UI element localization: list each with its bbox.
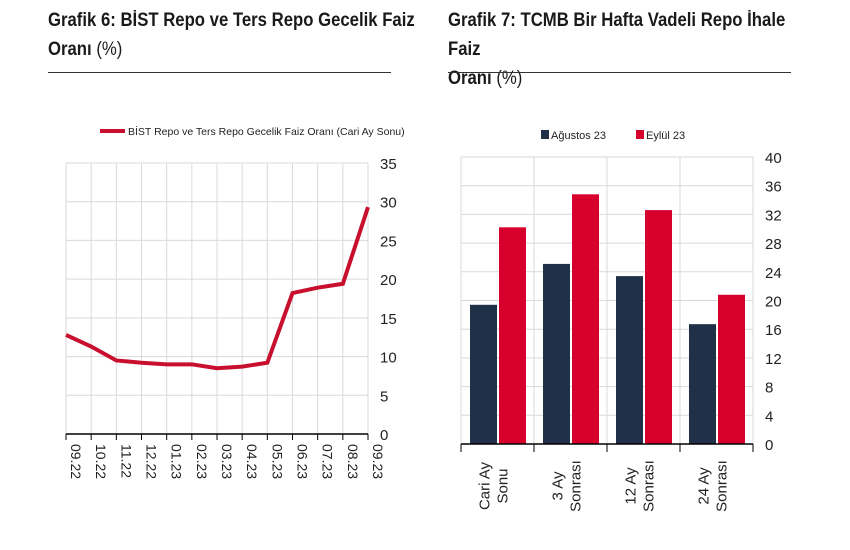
x-tick-label: 3 Ay bbox=[550, 471, 567, 500]
y-tick-label: 24 bbox=[765, 265, 782, 282]
bar-agustos bbox=[470, 304, 497, 444]
y-tick-label: 4 bbox=[765, 408, 773, 425]
y-tick-label: 5 bbox=[380, 388, 388, 405]
chart1-title-rule bbox=[48, 72, 391, 73]
x-tick-label: 01.23 bbox=[169, 444, 185, 479]
bar-eylul bbox=[645, 210, 672, 444]
chart2-title-rule bbox=[448, 72, 791, 73]
y-tick-label: 30 bbox=[380, 195, 397, 212]
y-tick-label: 28 bbox=[765, 236, 782, 253]
x-tick-label: 08.23 bbox=[345, 444, 361, 479]
y-tick-label: 35 bbox=[380, 156, 397, 173]
y-tick-label: 20 bbox=[765, 294, 782, 311]
bar-agustos bbox=[689, 324, 716, 444]
legend-label: Ağustos 23 bbox=[551, 130, 606, 142]
x-tick-label: Sonrası bbox=[568, 460, 585, 512]
y-tick-label: 40 bbox=[765, 150, 782, 167]
bar-agustos bbox=[616, 276, 643, 444]
x-tick-label: 03.23 bbox=[219, 444, 235, 479]
x-tick-label: Cari Ay bbox=[477, 461, 494, 510]
y-tick-label: 32 bbox=[765, 207, 782, 224]
y-tick-label: 10 bbox=[380, 350, 397, 367]
chart1-title: Grafik 6: BİST Repo ve Ters Repo Gecelik… bbox=[48, 10, 415, 60]
x-tick-label: 10.22 bbox=[93, 444, 109, 479]
y-tick-label: 8 bbox=[765, 380, 773, 397]
x-tick-label: 09.23 bbox=[370, 444, 386, 479]
y-tick-label: 0 bbox=[380, 427, 388, 444]
x-tick-label: Sonrası bbox=[641, 460, 658, 512]
legend-label: Eylül 23 bbox=[646, 130, 685, 142]
x-tick-label: 12.22 bbox=[144, 444, 160, 479]
x-tick-label: 02.23 bbox=[194, 444, 210, 479]
legend-swatch bbox=[541, 130, 549, 139]
x-tick-label: Sonrası bbox=[714, 460, 731, 512]
x-tick-label: 06.23 bbox=[295, 444, 311, 479]
y-tick-label: 12 bbox=[765, 351, 782, 368]
legend-label: BİST Repo ve Ters Repo Gecelik Faiz Oran… bbox=[128, 125, 405, 138]
bar-eylul bbox=[718, 294, 745, 444]
chart2-title: Grafik 7: TCMB Bir Hafta Vadeli Repo İha… bbox=[448, 10, 786, 89]
x-tick-label: 05.23 bbox=[269, 444, 285, 479]
bar-eylul bbox=[572, 194, 599, 444]
x-tick-label: 07.23 bbox=[320, 444, 336, 479]
bar-eylul bbox=[499, 227, 526, 444]
x-tick-label: 12 Ay bbox=[623, 467, 640, 505]
y-tick-label: 20 bbox=[380, 272, 397, 289]
x-tick-label: 24 Ay bbox=[696, 467, 713, 505]
x-tick-label: 11.22 bbox=[118, 444, 134, 478]
bar-agustos bbox=[543, 263, 570, 444]
x-tick-label: Sonu bbox=[495, 468, 512, 503]
x-tick-label: 09.22 bbox=[68, 444, 84, 479]
y-tick-label: 25 bbox=[380, 233, 397, 250]
x-tick-label: 04.23 bbox=[244, 444, 260, 479]
legend-swatch bbox=[636, 130, 644, 139]
y-tick-label: 36 bbox=[765, 179, 782, 196]
y-tick-label: 15 bbox=[380, 311, 397, 328]
y-tick-label: 0 bbox=[765, 437, 773, 454]
y-tick-label: 16 bbox=[765, 322, 782, 339]
